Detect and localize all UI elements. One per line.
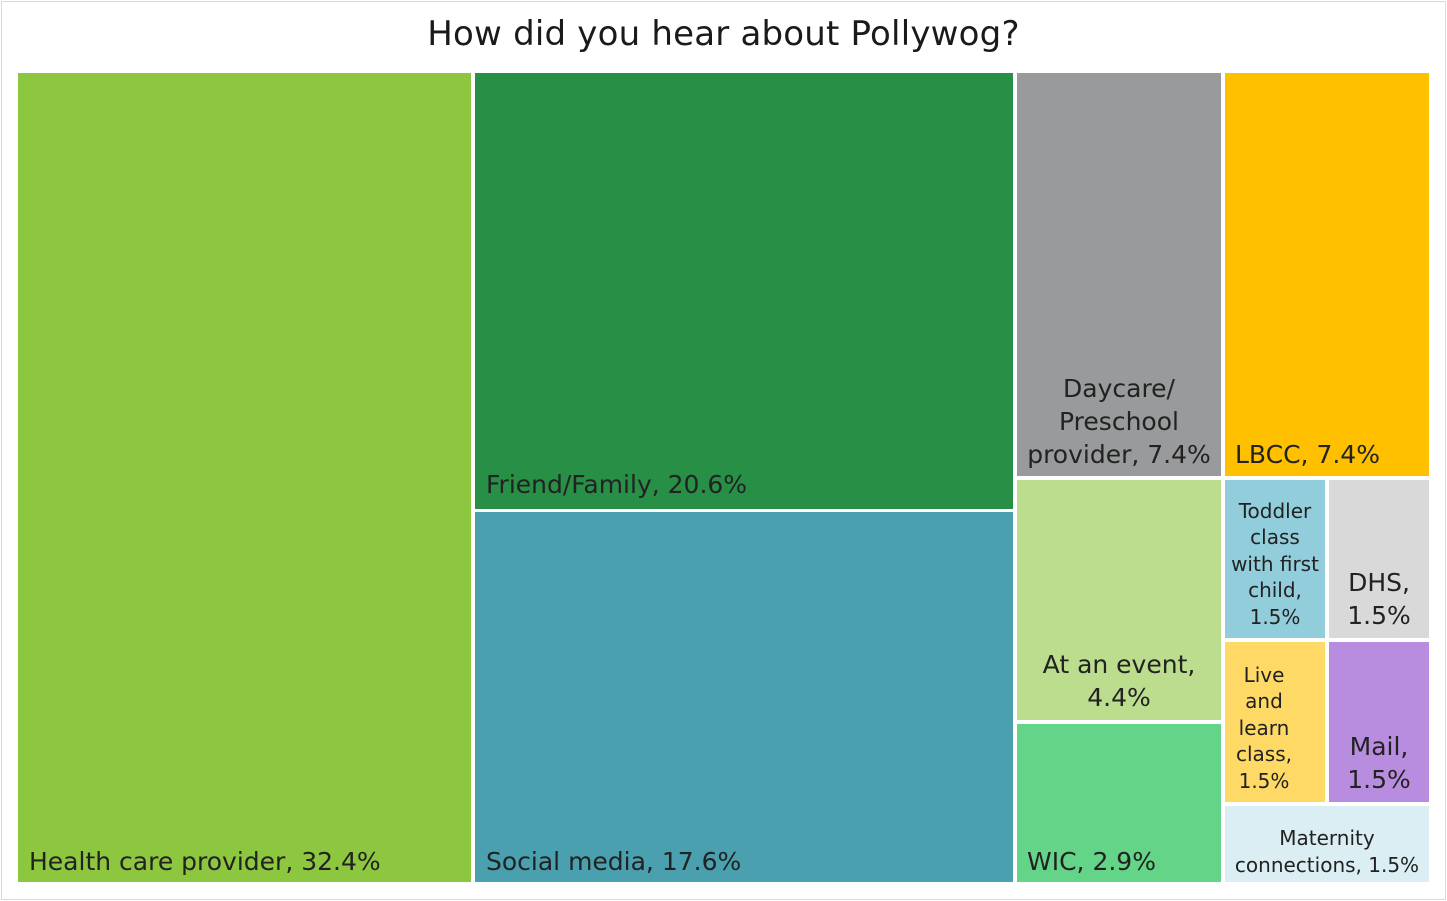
treemap-label-lbcc: LBCC, 7.4% — [1235, 440, 1380, 469]
treemap-tile-friend-family: Friend/Family, 20.6% — [475, 73, 1013, 509]
treemap-label-at-an-event: At an event, 4.4% — [1042, 650, 1196, 712]
treemap-label-social-media: Social media, 17.6% — [486, 847, 742, 876]
treemap-label-mail: Mail, 1.5% — [1347, 732, 1411, 794]
treemap-tile-lbcc: LBCC, 7.4% — [1225, 73, 1429, 476]
treemap-tile-at-an-event: At an event, 4.4% — [1017, 480, 1221, 720]
treemap-tile-live-and-learn-class: Live and learn class, 1.5% — [1225, 642, 1325, 802]
treemap-label-live-and-learn-class: Live and learn class, 1.5% — [1235, 663, 1292, 793]
chart-title: How did you hear about Pollywog? — [427, 14, 1020, 54]
treemap-label-health-care-provider: Health care provider, 32.4% — [29, 847, 381, 876]
treemap-tile-health-care-provider: Health care provider, 32.4% — [18, 73, 471, 882]
treemap-label-maternity-connections: Maternity connections, 1.5% — [1234, 826, 1420, 877]
treemap-tile-wic: WIC, 2.9% — [1017, 724, 1221, 882]
treemap-label-toddler-class-with-first-child: Toddler class with first child, 1.5% — [1231, 499, 1319, 629]
treemap-label-wic: WIC, 2.9% — [1027, 847, 1156, 876]
treemap-tile-toddler-class-with-first-child: Toddler class with first child, 1.5% — [1225, 480, 1325, 638]
treemap-tile-mail: Mail, 1.5% — [1329, 642, 1429, 802]
treemap-label-dhs: DHS, 1.5% — [1347, 568, 1411, 630]
treemap-tile-dhs: DHS, 1.5% — [1329, 480, 1429, 638]
treemap-tile-maternity-connections: Maternity connections, 1.5% — [1225, 806, 1429, 882]
treemap-tile-social-media: Social media, 17.6% — [475, 512, 1013, 882]
treemap-tile-daycare-preschool-provider: Daycare/ Preschool provider, 7.4% — [1017, 73, 1221, 476]
treemap-label-daycare-preschool-provider: Daycare/ Preschool provider, 7.4% — [1027, 374, 1211, 469]
treemap-label-friend-family: Friend/Family, 20.6% — [486, 470, 748, 499]
